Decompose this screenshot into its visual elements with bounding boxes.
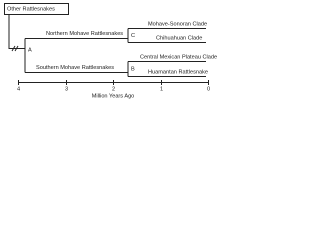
axis-ticks: 4 3 2 1 0 [17,80,210,92]
node-label: C [131,33,135,39]
clade-label: Huamantan Rattlesnake [148,69,208,75]
node-c-lines [127,28,206,43]
node-label: B [131,66,135,72]
clade-label: Mohave-Sonoran Clade [148,21,207,27]
axis-label: Million Years Ago [92,93,135,99]
outgroup-label: Other Rattlesnakes [7,6,55,12]
tick-label: 2 [112,86,115,92]
break-mark [11,45,19,52]
tick-label: 0 [207,86,210,92]
clade-label: Chihuahuan Clade [156,35,202,41]
root-branch [8,14,25,49]
node-label: A [28,47,32,53]
tick-label: 4 [17,86,20,92]
outgroup-box [4,3,69,15]
branch-label: Northern Mohave Rattlesnakes [46,31,123,37]
phylogeny-diagram: Other Rattlesnakes A Northern Mohave Rat… [4,3,217,99]
node-b-lines [127,61,206,77]
tick-label: 1 [160,86,163,92]
branch-label: Southern Mohave Rattlesnakes [36,65,114,71]
tick-label: 3 [65,86,68,92]
clade-label: Central Mexican Plateau Clade [140,54,217,60]
